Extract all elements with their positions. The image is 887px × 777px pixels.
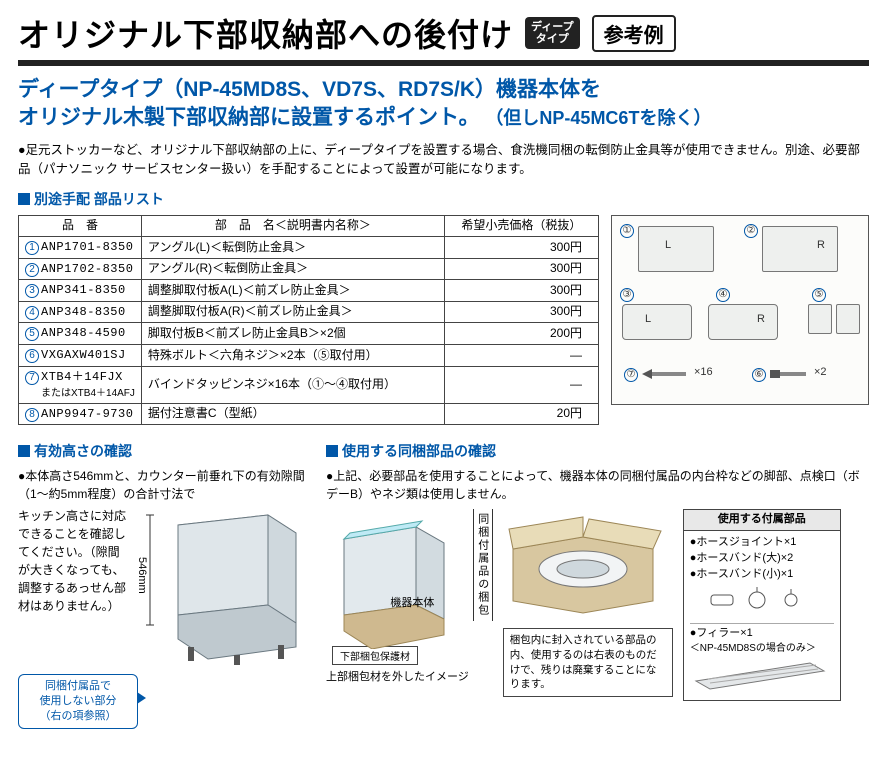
table-header-row: 品 番 部 品 名＜説明書内名称＞ 希望小売価格（税抜） (19, 216, 599, 237)
reference-badge: 参考例 (592, 15, 676, 52)
unused-callout: 同梱付属品で 使用しない部分 （右の項参照） (18, 674, 138, 729)
table-row: 4ANP348-8350 調整脚取付板A(R)＜前ズレ防止金具＞ 300円 (19, 301, 599, 323)
feature-item: ●ホースバンド(大)×2 (690, 551, 834, 567)
plate-b-icon (836, 304, 860, 334)
bundled-label: 使用する同梱部品の確認 (326, 441, 869, 461)
filler-item: ●フィラー×1 (690, 626, 834, 642)
parts-table: 品 番 部 品 名＜説明書内名称＞ 希望小売価格（税抜） 1ANP1701-83… (18, 215, 599, 425)
col-partno: 品 番 (19, 216, 142, 237)
openbox-col: 梱包内に封入されている部品の内、使用するのは右表のものだけで、残りは廃棄すること… (503, 509, 673, 697)
lead-paragraph: ●足元ストッカーなど、オリジナル下部収納部の上に、ディープタイプを設置する場合、… (18, 141, 869, 180)
height-text-1: ●本体高さ546mmと、カウンター前垂れ下の有効隙間（1～約5mm程度）の合計寸… (18, 467, 308, 503)
packaging-figure: 機器本体 下部梱包保護材 上部梱包材を外したイメージ 同梱付属品の梱包 (326, 509, 493, 684)
sub-heading: ディープタイプ（NP-45MD8S、VD7S、RD7S/K）機器本体を オリジナ… (18, 76, 869, 133)
table-row: 3ANP341-8350 調整脚取付板A(L)＜前ズレ防止金具＞ 300円 (19, 280, 599, 302)
height-label: 有効高さの確認 (18, 441, 308, 461)
table-row: 2ANP1702-8350 アングル(R)＜転倒防止金具＞ 300円 (19, 258, 599, 280)
plate-l-icon: L (622, 304, 692, 340)
deep-type-badge: ディープ タイプ (525, 17, 580, 49)
col-name: 部 品 名＜説明書内名称＞ (141, 216, 444, 237)
clamp-icons (690, 587, 834, 619)
appliance-icon (138, 507, 308, 667)
plate-b-icon (808, 304, 832, 334)
table-row: 8ANP9947-9730 据付注意書C（型紙） 20円 (19, 403, 599, 425)
square-icon (326, 445, 338, 457)
square-icon (18, 193, 30, 205)
bolt-icon (770, 366, 810, 382)
open-box-icon (503, 509, 671, 619)
feature-heading: 使用する付属部品 (684, 510, 840, 531)
main-title: オリジナル下部収納部への後付け (18, 10, 513, 56)
plate-r-icon: R (708, 304, 778, 340)
height-column: 有効高さの確認 ●本体高さ546mmと、カウンター前垂れ下の有効隙間（1～約5m… (18, 435, 308, 729)
table-row: 5ANP348-4590 脚取付板B＜前ズレ防止金具B＞×2個 200円 (19, 323, 599, 345)
square-icon (18, 445, 30, 457)
feature-item: ●ホースジョイント×1 (690, 535, 834, 551)
title-row: オリジナル下部収納部への後付け ディープ タイプ 参考例 (18, 10, 869, 66)
vertical-label: 同梱付属品の梱包 (473, 509, 493, 621)
box-label: 機器本体 (356, 594, 469, 610)
bracket-l-icon: L (638, 226, 714, 272)
base-label: 下部梱包保護材 (332, 646, 418, 665)
parts-row: 品 番 部 品 名＜説明書内名称＞ 希望小売価格（税抜） 1ANP1701-83… (18, 215, 869, 425)
height-dim: 546mm (136, 557, 148, 594)
appliance-figure: 546mm (138, 507, 308, 670)
parts-list-label: 別途手配 部品リスト (18, 189, 869, 209)
bundled-column: 使用する同梱部品の確認 ●上記、必要部品を使用することによって、機器本体の同梱付… (326, 435, 869, 701)
hose-parts-icon (707, 587, 817, 613)
lower-columns: 有効高さの確認 ●本体高さ546mmと、カウンター前垂れ下の有効隙間（1～約5m… (18, 435, 869, 729)
filler-icon (690, 657, 830, 691)
feature-item: ●ホースバンド(小)×1 (690, 567, 834, 583)
table-row: 6VXGAXW401SJ 特殊ボルト＜六角ネジ＞×2本（⑤取付用） ― (19, 345, 599, 367)
bundled-text: ●上記、必要部品を使用することによって、機器本体の同梱付属品の内台枠などの脚部、… (326, 467, 869, 503)
filler-note: ＜NP-45MD8Sの場合のみ＞ (690, 642, 834, 657)
package-icon (326, 509, 456, 649)
inner-note: 梱包内に封入されている部品の内、使用するのは右表のものだけで、残りは廃棄すること… (503, 628, 673, 697)
parts-table-wrap: 品 番 部 品 名＜説明書内名称＞ 希望小売価格（税抜） 1ANP1701-83… (18, 215, 599, 425)
bracket-r-icon: R (762, 226, 838, 272)
table-row: 7XTB4＋14FJXまたはXTB4＋14AFJ バインドタッピンネジ×16本（… (19, 366, 599, 403)
parts-diagram: ① L ② R ③ L ④ R ⑤ ⑦ ×16 ⑥ (611, 215, 869, 405)
caption: 上部梱包材を外したイメージ (326, 668, 469, 684)
screw-icon (642, 366, 690, 382)
col-price: 希望小売価格（税抜） (444, 216, 598, 237)
height-text-2: キッチン高さに対応できることを確認してください。（隙間が大きくなっても、調整する… (18, 507, 130, 615)
page: オリジナル下部収納部への後付け ディープ タイプ 参考例 ディープタイプ（NP-… (0, 0, 887, 747)
table-row: 1ANP1701-8350 アングル(L)＜転倒防止金具＞ 300円 (19, 237, 599, 259)
feature-box: 使用する付属部品 ●ホースジョイント×1 ●ホースバンド(大)×2 ●ホースバン… (683, 509, 841, 701)
